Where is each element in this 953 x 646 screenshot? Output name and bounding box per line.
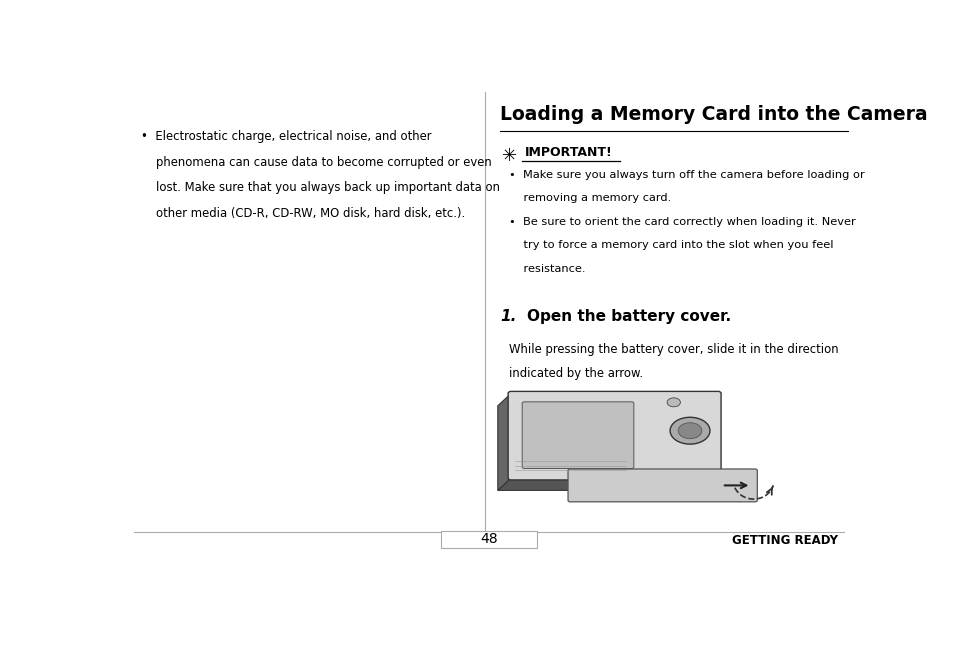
Text: While pressing the battery cover, slide it in the direction: While pressing the battery cover, slide … bbox=[508, 342, 838, 356]
Text: ✳: ✳ bbox=[501, 147, 517, 165]
Polygon shape bbox=[497, 393, 511, 490]
Text: 48: 48 bbox=[479, 532, 497, 547]
Text: phenomena can cause data to become corrupted or even: phenomena can cause data to become corru… bbox=[141, 156, 492, 169]
Text: indicated by the arrow.: indicated by the arrow. bbox=[508, 366, 642, 379]
Text: •  Be sure to orient the card correctly when loading it. Never: • Be sure to orient the card correctly w… bbox=[508, 217, 855, 227]
Text: IMPORTANT!: IMPORTANT! bbox=[524, 146, 612, 159]
FancyBboxPatch shape bbox=[440, 531, 537, 548]
Text: Open the battery cover.: Open the battery cover. bbox=[527, 309, 731, 324]
FancyBboxPatch shape bbox=[567, 469, 757, 502]
Text: •  Electrostatic charge, electrical noise, and other: • Electrostatic charge, electrical noise… bbox=[141, 130, 432, 143]
Text: Loading a Memory Card into the Camera: Loading a Memory Card into the Camera bbox=[499, 105, 926, 124]
Text: other media (CD-R, CD-RW, MO disk, hard disk, etc.).: other media (CD-R, CD-RW, MO disk, hard … bbox=[141, 207, 465, 220]
FancyBboxPatch shape bbox=[508, 391, 720, 480]
Text: resistance.: resistance. bbox=[508, 264, 585, 273]
Polygon shape bbox=[497, 478, 718, 490]
Text: removing a memory card.: removing a memory card. bbox=[508, 193, 670, 203]
Circle shape bbox=[666, 398, 679, 407]
Text: lost. Make sure that you always back up important data on: lost. Make sure that you always back up … bbox=[141, 182, 500, 194]
FancyBboxPatch shape bbox=[521, 402, 633, 468]
Text: •  Make sure you always turn off the camera before loading or: • Make sure you always turn off the came… bbox=[508, 170, 863, 180]
Text: 1.: 1. bbox=[499, 309, 516, 324]
Text: GETTING READY: GETTING READY bbox=[731, 534, 837, 547]
Circle shape bbox=[669, 417, 709, 444]
Text: try to force a memory card into the slot when you feel: try to force a memory card into the slot… bbox=[508, 240, 833, 250]
Circle shape bbox=[678, 422, 701, 439]
